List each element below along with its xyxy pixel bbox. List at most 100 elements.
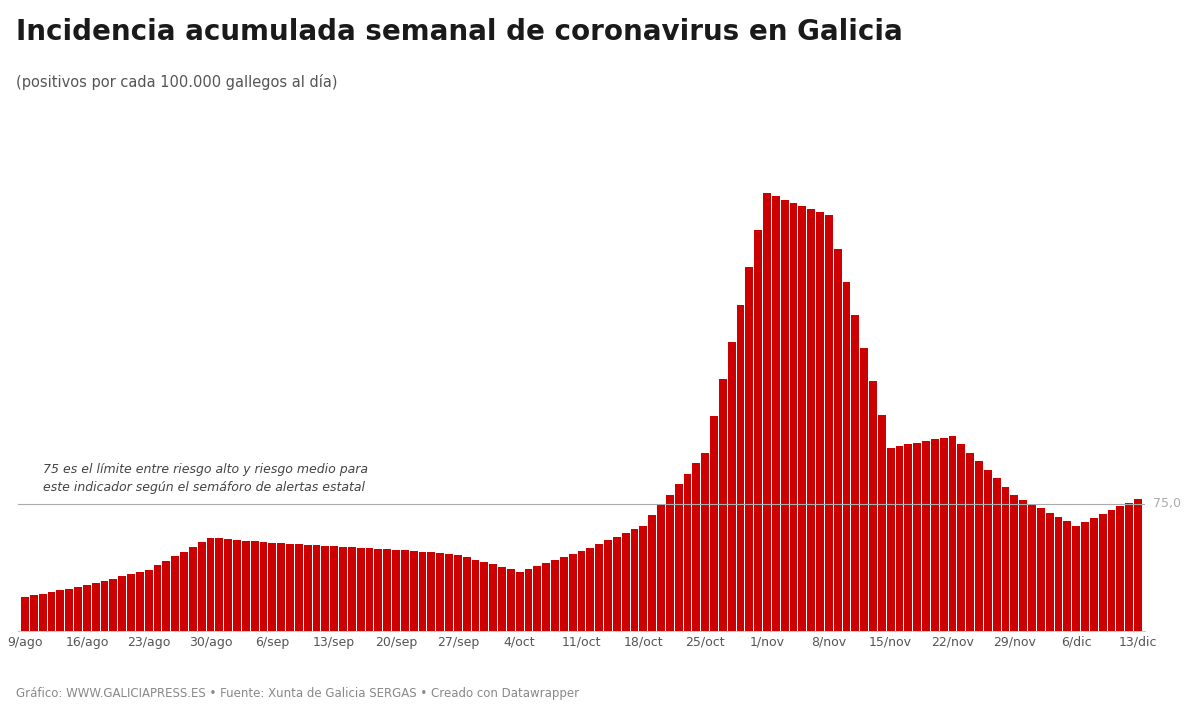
Bar bbox=[833, 249, 842, 631]
Bar bbox=[189, 547, 197, 631]
Bar bbox=[542, 563, 550, 631]
Bar bbox=[1001, 487, 1010, 631]
Bar bbox=[303, 545, 312, 631]
Bar bbox=[277, 543, 285, 631]
Bar bbox=[206, 537, 215, 631]
Bar bbox=[463, 557, 470, 631]
Bar bbox=[1090, 518, 1098, 631]
Bar bbox=[807, 209, 815, 631]
Text: Incidencia acumulada semanal de coronavirus en Galicia: Incidencia acumulada semanal de coronavi… bbox=[16, 18, 903, 45]
Bar bbox=[436, 553, 444, 631]
Bar bbox=[1125, 503, 1133, 631]
Bar bbox=[321, 546, 330, 631]
Bar bbox=[1064, 521, 1071, 631]
Text: 75 es el límite entre riesgo alto y riesgo medio para
este indicador según el se: 75 es el límite entre riesgo alto y ries… bbox=[43, 462, 368, 493]
Bar bbox=[498, 566, 506, 631]
Bar bbox=[754, 230, 763, 631]
Bar bbox=[1072, 526, 1080, 631]
Bar bbox=[348, 547, 356, 631]
Bar bbox=[22, 597, 29, 631]
Bar bbox=[260, 542, 267, 631]
Bar bbox=[313, 545, 320, 631]
Bar bbox=[357, 547, 364, 631]
Bar bbox=[613, 537, 621, 631]
Bar bbox=[1046, 513, 1054, 631]
Bar bbox=[516, 571, 524, 631]
Bar bbox=[1037, 508, 1044, 631]
Bar bbox=[38, 593, 47, 631]
Bar bbox=[163, 561, 170, 631]
Bar bbox=[400, 550, 409, 631]
Bar bbox=[56, 591, 65, 631]
Bar bbox=[489, 564, 498, 631]
Bar bbox=[74, 587, 82, 631]
Bar bbox=[119, 576, 126, 631]
Bar bbox=[30, 596, 38, 631]
Bar bbox=[930, 440, 939, 631]
Bar bbox=[578, 552, 585, 631]
Bar bbox=[410, 551, 417, 631]
Bar bbox=[471, 559, 480, 631]
Bar bbox=[560, 557, 568, 631]
Bar bbox=[109, 579, 118, 631]
Bar bbox=[825, 216, 833, 631]
Bar bbox=[251, 542, 259, 631]
Bar bbox=[896, 446, 903, 631]
Bar bbox=[1081, 522, 1089, 631]
Bar bbox=[269, 543, 276, 631]
Bar bbox=[481, 562, 488, 631]
Bar bbox=[445, 554, 453, 631]
Text: 75,0: 75,0 bbox=[1153, 497, 1181, 510]
Bar bbox=[595, 544, 603, 631]
Bar bbox=[1028, 504, 1036, 631]
Bar bbox=[428, 552, 435, 631]
Bar bbox=[790, 203, 797, 631]
Bar bbox=[586, 547, 595, 631]
Bar bbox=[631, 530, 638, 631]
Bar bbox=[693, 463, 700, 631]
Bar bbox=[127, 574, 135, 631]
Bar bbox=[746, 267, 753, 631]
Bar bbox=[92, 583, 100, 631]
Bar bbox=[1108, 510, 1115, 631]
Bar bbox=[657, 505, 665, 631]
Bar bbox=[153, 565, 162, 631]
Bar bbox=[295, 545, 303, 631]
Bar bbox=[940, 437, 947, 631]
Bar bbox=[171, 556, 179, 631]
Bar bbox=[649, 515, 656, 631]
Bar bbox=[799, 206, 806, 631]
Bar bbox=[216, 538, 223, 631]
Bar bbox=[1116, 506, 1125, 631]
Bar bbox=[101, 581, 108, 631]
Text: (positivos por cada 100.000 gallegos al día): (positivos por cada 100.000 gallegos al … bbox=[16, 74, 337, 91]
Bar bbox=[914, 442, 921, 631]
Bar bbox=[604, 540, 611, 631]
Bar bbox=[948, 436, 957, 631]
Bar bbox=[568, 554, 577, 631]
Bar bbox=[984, 470, 992, 631]
Bar bbox=[958, 445, 965, 631]
Bar bbox=[719, 379, 727, 631]
Bar bbox=[525, 569, 532, 631]
Text: Gráfico: WWW.GALICIAPRESS.ES • Fuente: Xunta de Galicia SERGAS • Creado con Data: Gráfico: WWW.GALICIAPRESS.ES • Fuente: X… bbox=[16, 688, 579, 700]
Bar bbox=[728, 342, 735, 631]
Bar bbox=[198, 542, 205, 631]
Bar bbox=[454, 554, 462, 631]
Bar bbox=[224, 539, 233, 631]
Bar bbox=[1055, 517, 1062, 631]
Bar bbox=[781, 200, 789, 631]
Bar bbox=[887, 448, 894, 631]
Bar bbox=[48, 592, 55, 631]
Bar bbox=[683, 474, 692, 631]
Bar bbox=[534, 566, 541, 631]
Bar bbox=[736, 305, 745, 631]
Bar bbox=[675, 484, 682, 631]
Bar bbox=[83, 585, 91, 631]
Bar bbox=[145, 570, 152, 631]
Bar bbox=[1134, 498, 1141, 631]
Bar bbox=[366, 548, 373, 631]
Bar bbox=[1098, 514, 1107, 631]
Bar bbox=[975, 462, 983, 631]
Bar bbox=[552, 560, 559, 631]
